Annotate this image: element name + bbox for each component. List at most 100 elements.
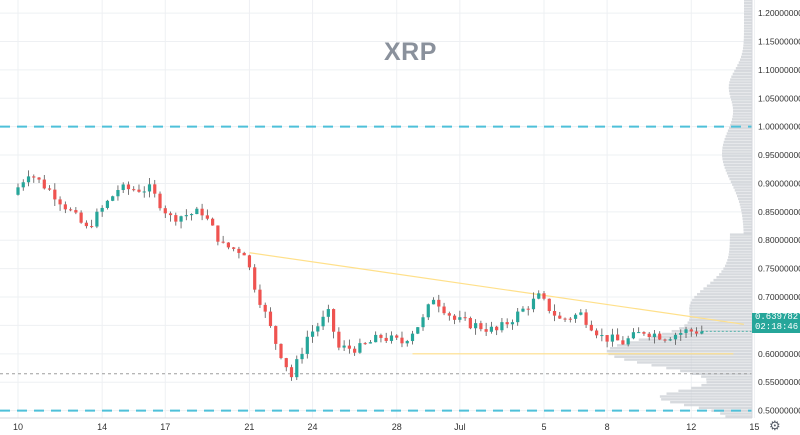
candle-up [673, 334, 678, 340]
candle-up [510, 322, 515, 325]
volume-profile-bar [729, 81, 752, 84]
candle-up [531, 298, 536, 310]
candle-down [332, 309, 336, 332]
candle-down [47, 188, 52, 190]
candle-down [447, 313, 451, 316]
volume-profile-bar [743, 10, 752, 13]
candle-down [526, 308, 530, 310]
volume-profile-bar [729, 92, 752, 96]
volume-profile-bar [614, 355, 752, 358]
candle-down [221, 241, 225, 243]
volume-profile-bar [734, 189, 752, 192]
candle-down [74, 210, 78, 213]
candle-up [416, 327, 420, 334]
candle-down [216, 225, 220, 242]
volume-profile-bar [706, 378, 752, 381]
candle-down [158, 193, 162, 209]
candle-down [563, 318, 567, 320]
volume-profile-bar [724, 138, 752, 141]
volume-profile-bar [743, 7, 752, 10]
candle-up [116, 190, 120, 197]
volume-profile-bar [729, 233, 752, 236]
y-tick-label: 1.10000000 [758, 65, 800, 75]
candle-up [305, 336, 309, 354]
volume-profile-bar [728, 253, 752, 256]
candle-down [242, 252, 246, 256]
volume-profile-bar [739, 203, 752, 206]
candle-down [200, 208, 204, 216]
x-tick-label: 8 [605, 422, 610, 432]
volume-profile-bar [731, 120, 752, 124]
candle-up [668, 339, 672, 341]
volume-profile-bar [729, 239, 752, 242]
candle-down [621, 340, 625, 345]
volume-profile-bar [726, 261, 752, 265]
volume-profile-bar [697, 293, 752, 296]
volume-profile-bar [723, 163, 752, 167]
volume-profile-bar [743, 27, 752, 30]
volume-profile-bar [722, 149, 752, 152]
volume-profile-bar [659, 395, 752, 398]
candle-down [253, 267, 257, 290]
candle-up [610, 334, 614, 342]
volume-profile-bar [729, 247, 752, 251]
volume-profile-bar [741, 52, 752, 56]
volume-profile-bar [738, 200, 752, 203]
volume-profile-bar [732, 103, 752, 107]
volume-profile-bar [698, 406, 752, 410]
volume-profile-bar [609, 347, 752, 350]
volume-profile-bar [740, 206, 752, 209]
volume-profile-bar [689, 318, 752, 322]
volume-profile-bar [743, 228, 752, 232]
y-tick-label: 0.70000000 [758, 292, 800, 302]
volume-profile-bar [738, 197, 752, 201]
volume-profile-bar [741, 55, 752, 59]
volume-profile-bar [729, 241, 752, 245]
candle-down [468, 318, 472, 329]
candle-up [316, 326, 320, 332]
volume-profile-bar [728, 86, 752, 90]
y-tick-label: 1.00000000 [758, 122, 800, 132]
volume-profile-bar [689, 304, 752, 307]
volume-profile-bar [742, 49, 752, 53]
volume-profile-bar [722, 160, 752, 164]
volume-profile-bar [662, 332, 752, 336]
candle-down [263, 304, 267, 312]
candle-down [395, 335, 399, 338]
volume-profile-bar [743, 231, 752, 235]
candle-down [505, 322, 509, 325]
volume-profile-bar [701, 383, 752, 387]
volume-profile-bar [684, 324, 752, 327]
candle-down [90, 226, 94, 228]
x-tick-label: 21 [244, 422, 254, 432]
candle-up [405, 341, 409, 344]
y-tick-label: 0.60000000 [758, 349, 800, 359]
volume-profile-bar [735, 67, 752, 70]
candle-up [631, 332, 636, 339]
candle-down [63, 204, 67, 210]
gear-icon[interactable]: ⚙ [769, 418, 781, 433]
volume-profile-bar [731, 101, 752, 104]
candle-up [342, 345, 346, 348]
candle-down [84, 222, 88, 227]
volume-profile-bar [732, 183, 752, 186]
volume-profile-bar [737, 194, 752, 198]
candle-down [168, 213, 173, 216]
candle-up [142, 191, 146, 193]
y-tick-label: 1.20000000 [758, 8, 800, 18]
candle-up [95, 211, 99, 227]
x-tick-label: 12 [686, 422, 696, 432]
volume-profile-bar [742, 214, 752, 218]
candle-up [21, 182, 25, 188]
candle-down [132, 189, 136, 191]
volume-profile-bar [719, 273, 752, 276]
candle-up [521, 308, 525, 312]
candle-up [374, 334, 378, 343]
candle-up [431, 299, 436, 305]
candle-down [616, 334, 620, 341]
candle-up [426, 304, 430, 318]
y-tick-label: 0.50000000 [758, 406, 800, 416]
candle-down [205, 215, 209, 219]
